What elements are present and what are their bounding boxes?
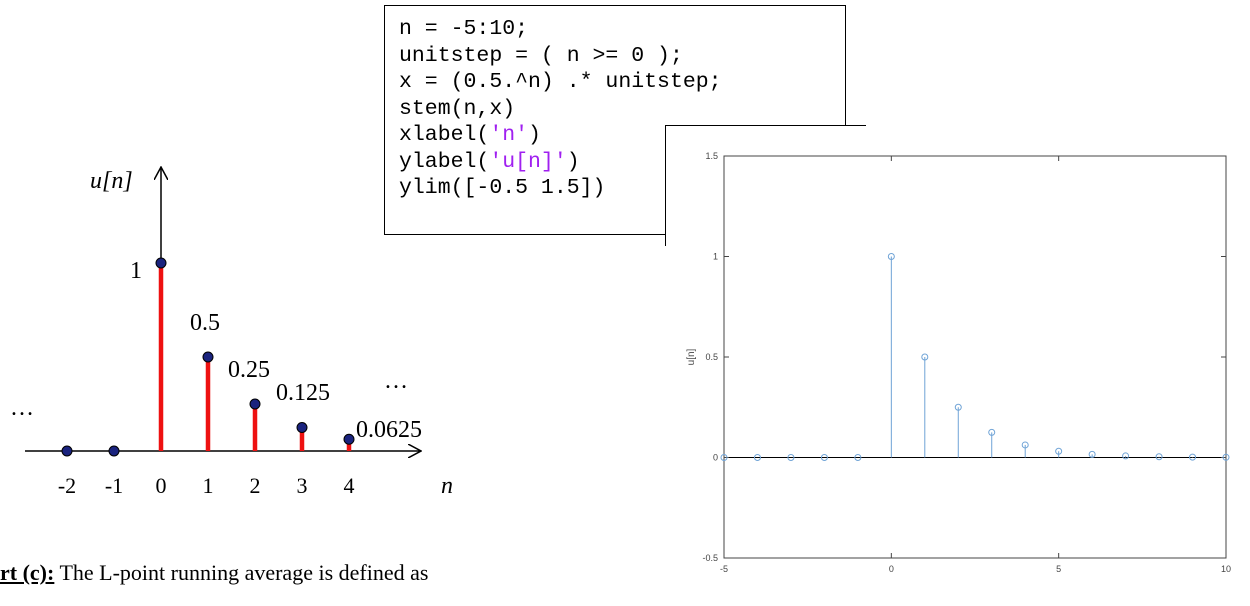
code-line: ylabel('u[n]')	[399, 149, 845, 176]
part-c-label: rt (c):	[0, 560, 55, 585]
value-label: 0.25	[228, 357, 270, 383]
x-tick-label: 5	[1056, 564, 1061, 574]
code-token: unitstep = ( n >= 0 );	[399, 43, 683, 68]
stem-marker	[887, 253, 895, 260]
stem-marker	[787, 454, 795, 461]
y-tick-label: -0.5	[702, 553, 718, 563]
code-lines: n = -5:10; unitstep = ( n >= 0 ); x = (0.5…	[399, 16, 845, 202]
code-line: xlabel('n')	[399, 122, 845, 149]
stem-marker	[296, 422, 308, 433]
value-label: 1	[130, 258, 142, 284]
stem-marker	[1055, 447, 1063, 455]
code-line: ylim([-0.5 1.5])	[399, 175, 845, 202]
x-tick-label: 3	[297, 473, 308, 498]
code-token: n = -5:10;	[399, 17, 529, 41]
stem-marker	[753, 454, 761, 461]
code-token: )	[528, 123, 541, 147]
y-tick-label: 0	[713, 453, 718, 463]
code-line: x = (0.5.^n) .* unitstep;	[399, 69, 845, 96]
y-tick-label: 1.5	[705, 151, 718, 161]
stem-marker	[720, 454, 728, 461]
x-tick-label: 1	[203, 473, 214, 498]
stem-marker	[61, 445, 73, 457]
stem-marker	[988, 428, 996, 436]
stem-marker	[1222, 453, 1230, 461]
code-token: ylim([-0.5 1.5])	[399, 176, 606, 200]
stem-marker	[1088, 450, 1096, 458]
code-token: )	[566, 149, 580, 174]
x-tick-label: -2	[58, 473, 76, 498]
stem-marker	[249, 398, 261, 410]
x-tick-label: -5	[720, 564, 728, 574]
y-axis-label: u[n]	[90, 168, 133, 194]
x-tick-label: 2	[250, 473, 261, 498]
x-tick-label: 0	[156, 473, 167, 498]
stem-marker	[108, 445, 120, 457]
stem-marker	[820, 454, 828, 461]
part-c-body: The L-point running average is defined a…	[54, 560, 429, 585]
code-line: n = -5:10;	[399, 16, 845, 43]
left-ellipsis: …	[10, 395, 34, 421]
part-c-text: rt (c): The L-point running average is d…	[0, 560, 640, 600]
stem-marker	[1155, 453, 1163, 461]
code-token: xlabel(	[399, 123, 490, 147]
stem-marker	[155, 257, 167, 269]
y-tick-label: 0.5	[705, 352, 718, 362]
stem-marker	[921, 353, 929, 361]
code-token: x = (0.5.^n) .* unitstep;	[399, 70, 722, 94]
code-token: stem(n,x)	[399, 96, 516, 121]
stem-marker	[854, 454, 862, 461]
code-token: ylabel(	[399, 149, 490, 174]
y-tick-label: 1	[713, 252, 718, 262]
stem-marker	[954, 403, 962, 411]
code-line: stem(n,x)	[399, 96, 845, 123]
x-tick-label: 4	[344, 473, 355, 498]
x-axis-label: n	[972, 578, 978, 580]
y-axis-label: u[n]	[686, 348, 697, 365]
stem-marker	[343, 433, 355, 445]
code-string-literal: 'u[n]'	[489, 149, 567, 174]
stem-marker	[1021, 441, 1029, 449]
code-string-literal: 'n'	[489, 123, 529, 147]
hand-drawn-stem-plot: u[n] n … … -2 -1 0 1 2 3 4 1 0.5 0.250.125 0.0625	[10, 150, 453, 499]
value-label: 0.125	[276, 380, 330, 406]
code-line: unitstep = ( n >= 0 );	[399, 43, 845, 70]
right-ellipsis: …	[384, 368, 408, 394]
x-tick-label: 10	[1221, 564, 1231, 574]
x-tick-label: 0	[889, 564, 894, 574]
stem-marker	[1189, 453, 1197, 461]
matlab-stem-figure: -5 0 5 10 -0.5 0 0.5 1 1.5 n u[n]	[686, 151, 1231, 580]
stem-marker	[1122, 452, 1130, 460]
plot-area	[723, 155, 1227, 559]
x-axis-label: n	[441, 473, 453, 499]
value-label: 0.5	[190, 310, 220, 336]
x-tick-label: -1	[105, 473, 123, 498]
stem-marker	[202, 351, 214, 363]
value-label: 0.0625	[356, 417, 422, 443]
